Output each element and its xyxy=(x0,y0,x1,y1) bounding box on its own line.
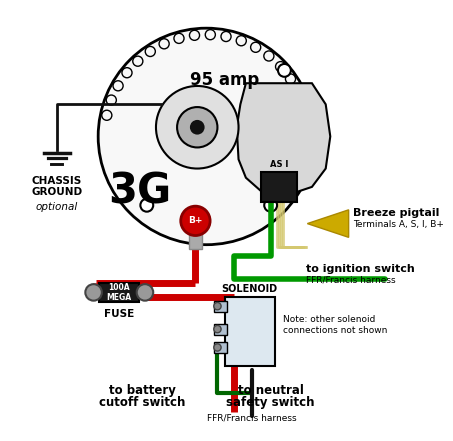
Circle shape xyxy=(177,107,217,147)
Text: optional: optional xyxy=(36,202,78,212)
FancyBboxPatch shape xyxy=(189,233,202,249)
Circle shape xyxy=(98,28,315,245)
Circle shape xyxy=(156,86,239,168)
Text: B+: B+ xyxy=(188,217,202,225)
FancyBboxPatch shape xyxy=(225,297,275,366)
Text: to neutral: to neutral xyxy=(238,384,304,397)
Circle shape xyxy=(278,64,291,77)
FancyBboxPatch shape xyxy=(260,172,297,202)
Text: SOLENOID: SOLENOID xyxy=(222,284,278,294)
Text: Terminals A, S, I, B+: Terminals A, S, I, B+ xyxy=(353,220,444,229)
FancyBboxPatch shape xyxy=(99,283,140,302)
Circle shape xyxy=(214,303,221,310)
Text: GROUND: GROUND xyxy=(31,187,82,197)
FancyBboxPatch shape xyxy=(214,301,226,312)
FancyBboxPatch shape xyxy=(214,324,226,335)
Circle shape xyxy=(190,120,205,135)
Text: FUSE: FUSE xyxy=(104,309,135,319)
Circle shape xyxy=(214,344,221,351)
Text: FFR/Francis harness: FFR/Francis harness xyxy=(305,276,395,285)
Text: to battery: to battery xyxy=(109,384,176,397)
FancyBboxPatch shape xyxy=(214,342,226,353)
Text: Breeze pigtail: Breeze pigtail xyxy=(353,208,439,217)
Circle shape xyxy=(181,206,210,235)
Text: 100A
MEGA: 100A MEGA xyxy=(107,283,132,302)
Circle shape xyxy=(85,284,102,301)
Circle shape xyxy=(264,199,277,212)
Circle shape xyxy=(140,199,153,212)
Text: safety switch: safety switch xyxy=(226,396,315,409)
Text: FFR/Francis harness: FFR/Francis harness xyxy=(207,414,297,422)
Text: cutoff switch: cutoff switch xyxy=(99,396,185,409)
Text: AS I: AS I xyxy=(270,160,288,168)
Text: 3G: 3G xyxy=(108,171,171,213)
Circle shape xyxy=(137,284,153,301)
Polygon shape xyxy=(237,83,330,196)
Text: CHASSIS: CHASSIS xyxy=(32,176,82,186)
Text: to ignition switch: to ignition switch xyxy=(305,265,414,274)
Text: 95 amp: 95 amp xyxy=(190,71,260,89)
Polygon shape xyxy=(307,210,349,237)
Text: Note: other solenoid: Note: other solenoid xyxy=(283,315,375,324)
Circle shape xyxy=(214,325,221,333)
Text: connections not shown: connections not shown xyxy=(283,326,387,335)
